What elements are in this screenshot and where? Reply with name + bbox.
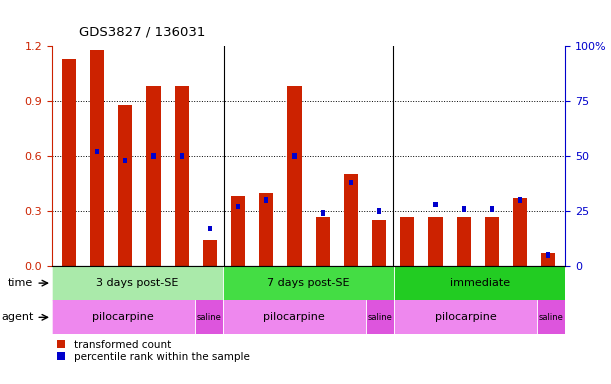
Text: immediate: immediate [450,278,510,288]
Text: saline: saline [538,313,563,322]
Bar [123,158,127,163]
Bar [236,204,240,209]
Bar [518,197,522,203]
Bar [264,197,268,203]
Bar [546,252,551,258]
Bar [541,253,555,266]
Text: saline: saline [196,313,221,322]
Bar [372,220,386,266]
Text: saline: saline [367,313,392,322]
Bar [259,193,273,266]
Bar [400,217,414,266]
Bar [536,300,565,334]
Bar [62,59,76,266]
Bar [513,198,527,266]
Bar [52,266,223,300]
Bar [90,50,104,266]
Bar [223,266,394,300]
Bar [377,208,381,214]
Bar [203,240,217,266]
Bar [394,300,536,334]
Bar [321,210,325,216]
Bar [490,206,494,212]
Text: pilocarpine: pilocarpine [92,312,154,322]
Text: GDS3827 / 136031: GDS3827 / 136031 [79,25,206,38]
Bar [456,217,470,266]
Bar [349,180,353,185]
Bar [461,206,466,212]
Bar [194,300,223,334]
Bar [485,217,499,266]
Bar [147,86,161,266]
Bar [287,86,301,266]
Bar [231,196,245,266]
Bar [180,153,184,159]
Bar [52,300,194,334]
Bar [428,217,442,266]
Bar [365,300,394,334]
Bar [394,266,565,300]
Bar [175,86,189,266]
Text: 7 days post-SE: 7 days post-SE [267,278,350,288]
Bar [152,153,156,159]
Text: pilocarpine: pilocarpine [263,312,325,322]
Legend: transformed count, percentile rank within the sample: transformed count, percentile rank withi… [57,339,250,362]
Bar [344,174,358,266]
Bar [223,300,365,334]
Bar [208,226,212,232]
Bar [118,105,133,266]
Bar [95,149,99,154]
Text: 3 days post-SE: 3 days post-SE [97,278,178,288]
Text: time: time [8,278,34,288]
Bar [316,217,330,266]
Bar [292,153,296,159]
Text: pilocarpine: pilocarpine [434,312,496,322]
Text: agent: agent [1,312,34,322]
Bar [433,202,437,207]
